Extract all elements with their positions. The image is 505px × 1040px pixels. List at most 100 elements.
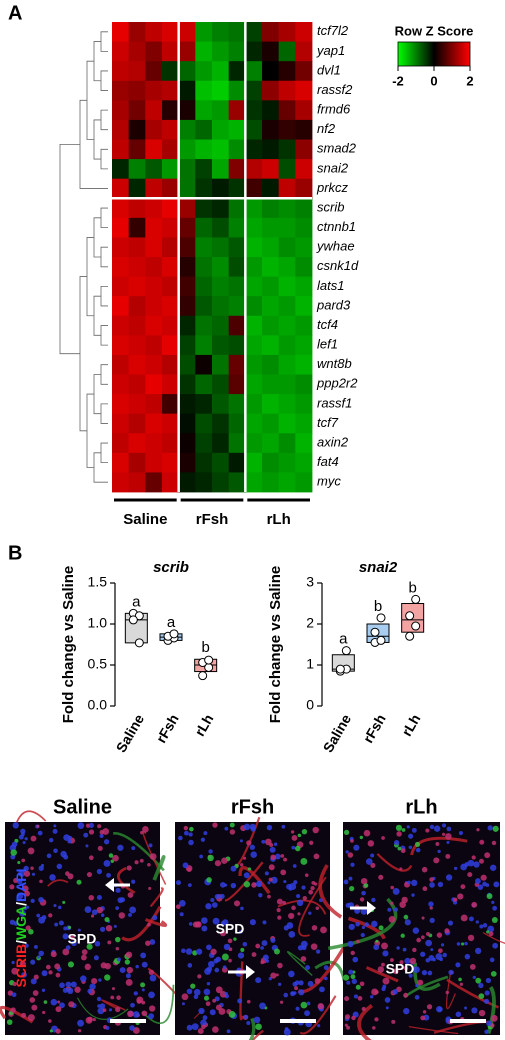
cell — [420, 951, 426, 957]
cell — [467, 934, 475, 942]
colorbar-tick-label: 0 — [430, 73, 437, 88]
row-label: yap1 — [316, 43, 345, 58]
cell — [19, 960, 26, 968]
cell — [222, 919, 229, 926]
cell — [67, 925, 72, 930]
cell — [273, 948, 280, 955]
cell — [293, 880, 298, 885]
cell — [38, 950, 44, 957]
cell — [115, 936, 121, 943]
cell — [291, 905, 296, 911]
cell — [48, 913, 53, 918]
cell — [99, 829, 105, 835]
heat-cell — [278, 22, 296, 42]
heat-cell — [245, 335, 263, 356]
heat-cell — [262, 472, 280, 493]
cell — [85, 1016, 93, 1024]
cell — [189, 826, 194, 832]
heat-cell — [195, 237, 213, 258]
tissue-stroke — [327, 897, 398, 951]
heat-cell — [162, 139, 180, 160]
heat-cell — [178, 354, 196, 375]
heat-cell — [195, 198, 213, 219]
cell — [399, 901, 406, 908]
cell — [209, 1009, 216, 1016]
heat-cell — [245, 394, 263, 415]
cell — [351, 978, 358, 985]
heat-cell — [245, 276, 263, 297]
cell — [48, 1019, 52, 1023]
cell — [388, 916, 396, 923]
cell — [229, 829, 236, 835]
cell — [428, 954, 435, 961]
cell — [426, 1004, 433, 1010]
cell — [53, 824, 57, 828]
heat-cell — [128, 159, 146, 180]
heat-cell — [178, 61, 196, 82]
heat-cell — [228, 237, 246, 258]
cell — [371, 897, 376, 903]
cell — [102, 1008, 107, 1013]
heat-cell — [295, 159, 313, 180]
cell — [411, 879, 418, 886]
heat-cell — [162, 472, 180, 493]
cell — [86, 943, 93, 950]
heat-cell — [278, 354, 296, 375]
heat-cell — [178, 178, 196, 199]
cell — [203, 831, 208, 836]
cell — [238, 930, 243, 934]
cell — [425, 939, 432, 947]
cell — [11, 960, 15, 965]
cell — [193, 988, 201, 996]
heat-cell — [112, 315, 130, 336]
cell — [469, 964, 476, 970]
cell — [53, 848, 58, 854]
heat-cell — [162, 237, 180, 258]
row-label: fat4 — [317, 454, 339, 469]
cell — [91, 914, 95, 918]
heat-cell — [295, 22, 313, 42]
cell — [374, 1017, 379, 1022]
cell — [60, 850, 67, 858]
heat-cell — [195, 217, 213, 238]
heat-cell — [262, 61, 280, 82]
cell — [391, 1019, 396, 1024]
heat-cell — [112, 394, 130, 415]
cell — [404, 919, 411, 926]
cell — [378, 925, 384, 931]
cell — [148, 969, 155, 975]
heat-cell — [178, 315, 196, 336]
significance-letter: a — [132, 593, 141, 610]
cell — [279, 1000, 284, 1004]
heat-cell — [212, 276, 230, 297]
row-label: frmd6 — [317, 102, 351, 117]
cell — [269, 843, 274, 847]
cell — [389, 958, 394, 962]
cell — [63, 926, 68, 931]
cell — [436, 932, 443, 938]
cell — [175, 904, 181, 910]
cell — [421, 969, 428, 976]
cell — [30, 866, 34, 870]
cell — [400, 933, 405, 938]
heat-cell — [162, 100, 180, 121]
cell — [119, 967, 126, 973]
cell — [317, 1002, 324, 1010]
heat-cell — [162, 296, 180, 317]
cell — [446, 840, 450, 844]
dendrogram — [93, 295, 101, 336]
heat-cell — [162, 80, 180, 101]
cell — [62, 987, 68, 993]
heat-cell — [245, 41, 263, 62]
cell — [29, 997, 36, 1003]
heat-cell — [228, 452, 246, 473]
cell — [291, 845, 296, 850]
cell — [210, 897, 215, 903]
tissue-stroke — [357, 1003, 374, 1040]
cell — [437, 849, 441, 854]
cell — [429, 824, 435, 830]
cell — [63, 834, 70, 841]
heat-cell — [212, 315, 230, 336]
cell — [27, 847, 35, 855]
cell — [124, 959, 130, 965]
